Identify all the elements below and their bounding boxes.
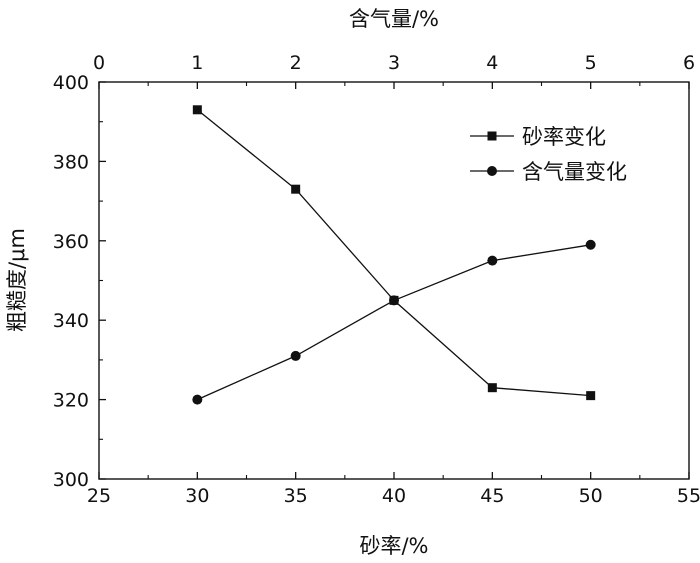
sand-ratio-data-point [291,184,301,194]
air-content-data-point [487,255,498,266]
air-content-data-point [290,350,301,361]
bottom-tick-label: 40 [382,485,406,507]
legend-label: 含气量变化 [522,160,627,184]
sand-ratio-series-line [196,109,591,397]
y-tick-label: 340 [53,310,89,332]
air-content-data-point [192,394,203,405]
series-layer [192,105,596,405]
bottom-tick-label: 50 [579,485,603,507]
top-tick-label: 2 [290,52,302,74]
legend-label: 砂率变化 [522,125,606,149]
bottom-tick-label: 55 [677,485,700,507]
sand-ratio-data-point [487,383,497,393]
y-tick-label: 380 [53,151,89,173]
bottom-tick-label: 35 [284,485,308,507]
air-content-data-point [389,295,399,306]
top-tick-label: 0 [93,52,105,74]
top-tick-label: 4 [486,52,498,74]
x-top-axis-title: 含气量/% [349,7,439,31]
y-tick-label: 360 [53,231,89,253]
bottom-tick-label: 45 [480,485,504,507]
x-bottom-axis-title: 砂率/% [359,534,428,558]
top-tick-label: 3 [388,52,400,74]
y-axis-title: 粗糙度/μm [5,228,29,332]
legend-swatch-marker [487,166,497,176]
bottom-tick-label: 25 [87,485,111,507]
sand-ratio-data-point [192,105,202,115]
y-axis-ticks: 300 320 340 360 380 400 [53,72,106,491]
legend-swatch-marker [487,131,497,141]
top-tick-label: 1 [191,52,203,74]
y-tick-label: 400 [53,72,89,94]
sand-ratio-data-point [586,391,596,401]
top-tick-label: 5 [585,52,597,74]
bottom-tick-label: 30 [185,485,209,507]
y-tick-label: 320 [53,390,89,412]
air-content-data-point [585,239,596,250]
top-tick-label: 6 [683,52,695,74]
air-content-series-line [197,244,591,401]
bottom-axis-ticks: 25 30 35 40 45 50 55 [87,472,700,507]
y-tick-label: 300 [53,469,89,491]
top-axis-ticks: 0 1 2 3 4 5 6 [93,52,695,89]
